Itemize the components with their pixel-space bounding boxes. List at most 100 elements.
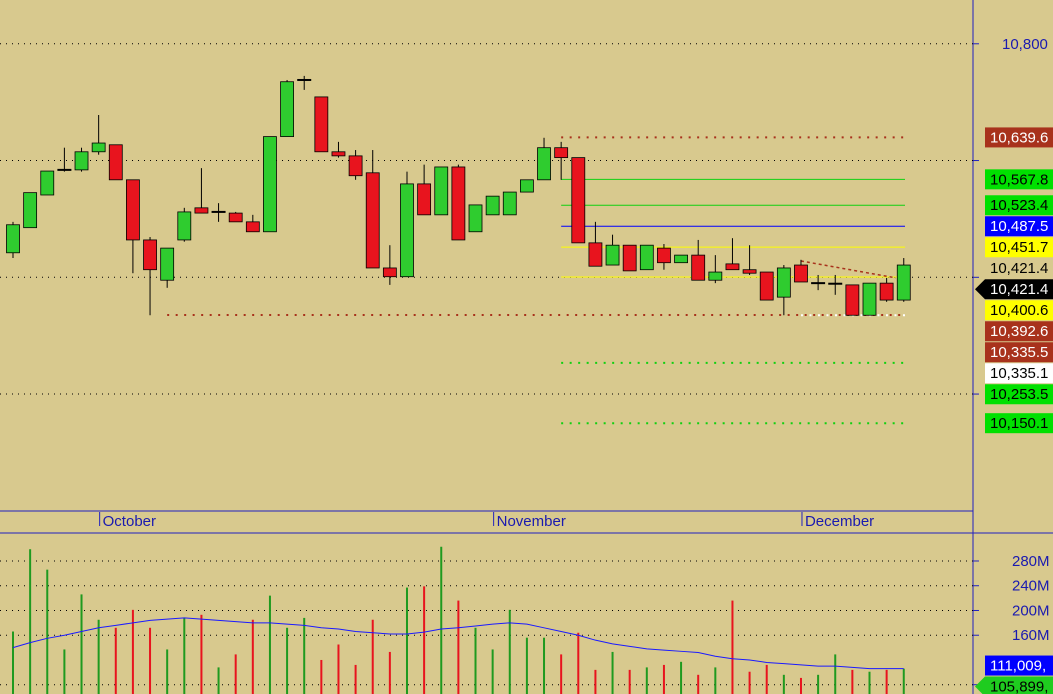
volume-bar <box>80 594 83 694</box>
volume-bar <box>268 595 271 694</box>
candle-body <box>485 195 500 216</box>
level-label-box <box>985 384 1053 405</box>
candle-body <box>657 247 671 264</box>
volume-bar <box>697 674 700 694</box>
volume-bar <box>714 667 717 694</box>
level-label-box <box>985 127 1053 148</box>
volume-bar <box>440 546 443 694</box>
volume-bar <box>423 586 426 694</box>
volume-bar <box>885 669 888 694</box>
volume-bar <box>577 632 580 694</box>
volume-bar <box>799 677 802 694</box>
level-label-box <box>985 321 1053 342</box>
volume-bar <box>286 627 289 694</box>
candle-body <box>605 244 620 266</box>
volume-bar <box>765 664 768 694</box>
volume-bar <box>611 651 614 694</box>
level-label-box <box>975 676 1053 694</box>
candle-body <box>194 207 209 214</box>
volume-bar <box>594 669 597 694</box>
candle-body <box>434 166 449 216</box>
level-label-box <box>985 413 1053 434</box>
y-tick-label: 240M <box>1012 578 1050 595</box>
volume-bar <box>354 664 357 694</box>
candle-body <box>622 244 637 272</box>
volume-bar <box>680 661 683 694</box>
candle-body <box>365 172 380 269</box>
candle-body <box>571 157 586 244</box>
volume-bar <box>748 671 751 694</box>
candle-body <box>502 191 517 216</box>
candle-body <box>74 151 89 171</box>
volume-bar <box>508 609 511 694</box>
volume-bar <box>731 600 734 694</box>
candle-body <box>348 155 363 177</box>
level-label-box <box>985 195 1053 216</box>
volume-bar <box>851 669 854 694</box>
candle-body <box>725 263 740 271</box>
volume-bar <box>662 664 665 694</box>
level-label: 111,009, <box>990 658 1046 675</box>
x-tick-label: November <box>497 513 566 530</box>
volume-bar <box>114 627 117 694</box>
volume-bar <box>474 627 477 694</box>
candle-body <box>108 144 123 181</box>
level-label-box <box>985 655 1053 676</box>
y-tick-label: 10,800 <box>1002 36 1048 53</box>
level-label: 10,523.4 <box>990 197 1048 214</box>
volume-bar <box>183 617 186 694</box>
volume-bar <box>525 637 528 694</box>
candle-body <box>314 96 329 153</box>
candle-body <box>896 264 911 301</box>
candle-body <box>862 282 877 316</box>
volume-bar <box>46 569 49 694</box>
level-label: 10,150.1 <box>990 415 1048 432</box>
volume-bar <box>834 654 837 694</box>
candle-body <box>263 136 277 233</box>
candle-body <box>794 264 808 283</box>
candle-body <box>400 183 414 278</box>
candle-body <box>520 179 534 193</box>
level-label-box <box>975 279 1053 300</box>
candle-body <box>674 254 688 264</box>
candle-body <box>759 271 774 301</box>
volume-bar <box>457 600 460 694</box>
candle-body <box>91 142 106 153</box>
candle-body <box>588 242 603 267</box>
candle-body <box>451 166 466 241</box>
level-label: 10,451.7 <box>990 239 1048 256</box>
candle-body <box>6 224 20 254</box>
level-label-box <box>985 237 1053 258</box>
candle-body <box>537 147 551 181</box>
volume-bar <box>868 671 871 694</box>
volume-bar <box>817 674 820 694</box>
level-label: 10,400.6 <box>990 302 1048 319</box>
volume-bar <box>200 614 203 694</box>
volume-bar <box>560 654 563 694</box>
level-label-box <box>985 342 1053 363</box>
candle-body <box>143 239 157 271</box>
volume-bar <box>405 587 408 694</box>
candle-body <box>845 284 860 316</box>
volume-bar <box>97 619 100 694</box>
candle-body <box>228 212 243 223</box>
candle-body <box>468 204 483 233</box>
level-label: 10,253.5 <box>990 386 1048 403</box>
level-label: 10,567.8 <box>990 171 1048 188</box>
level-label: 10,639.6 <box>990 129 1048 146</box>
trendline <box>800 260 896 279</box>
y-tick-label: 280M <box>1012 553 1050 570</box>
level-label-box <box>985 216 1053 237</box>
candle-body <box>639 244 654 271</box>
volume-bar <box>131 609 134 694</box>
candle-body <box>126 179 140 241</box>
level-label: 105,899, <box>990 679 1048 694</box>
volume-bar <box>320 659 323 694</box>
candle-body <box>280 81 294 138</box>
volume-bar <box>388 651 391 694</box>
candle-body <box>160 247 175 281</box>
x-tick-label: December <box>805 513 874 530</box>
candle-body <box>708 271 723 281</box>
